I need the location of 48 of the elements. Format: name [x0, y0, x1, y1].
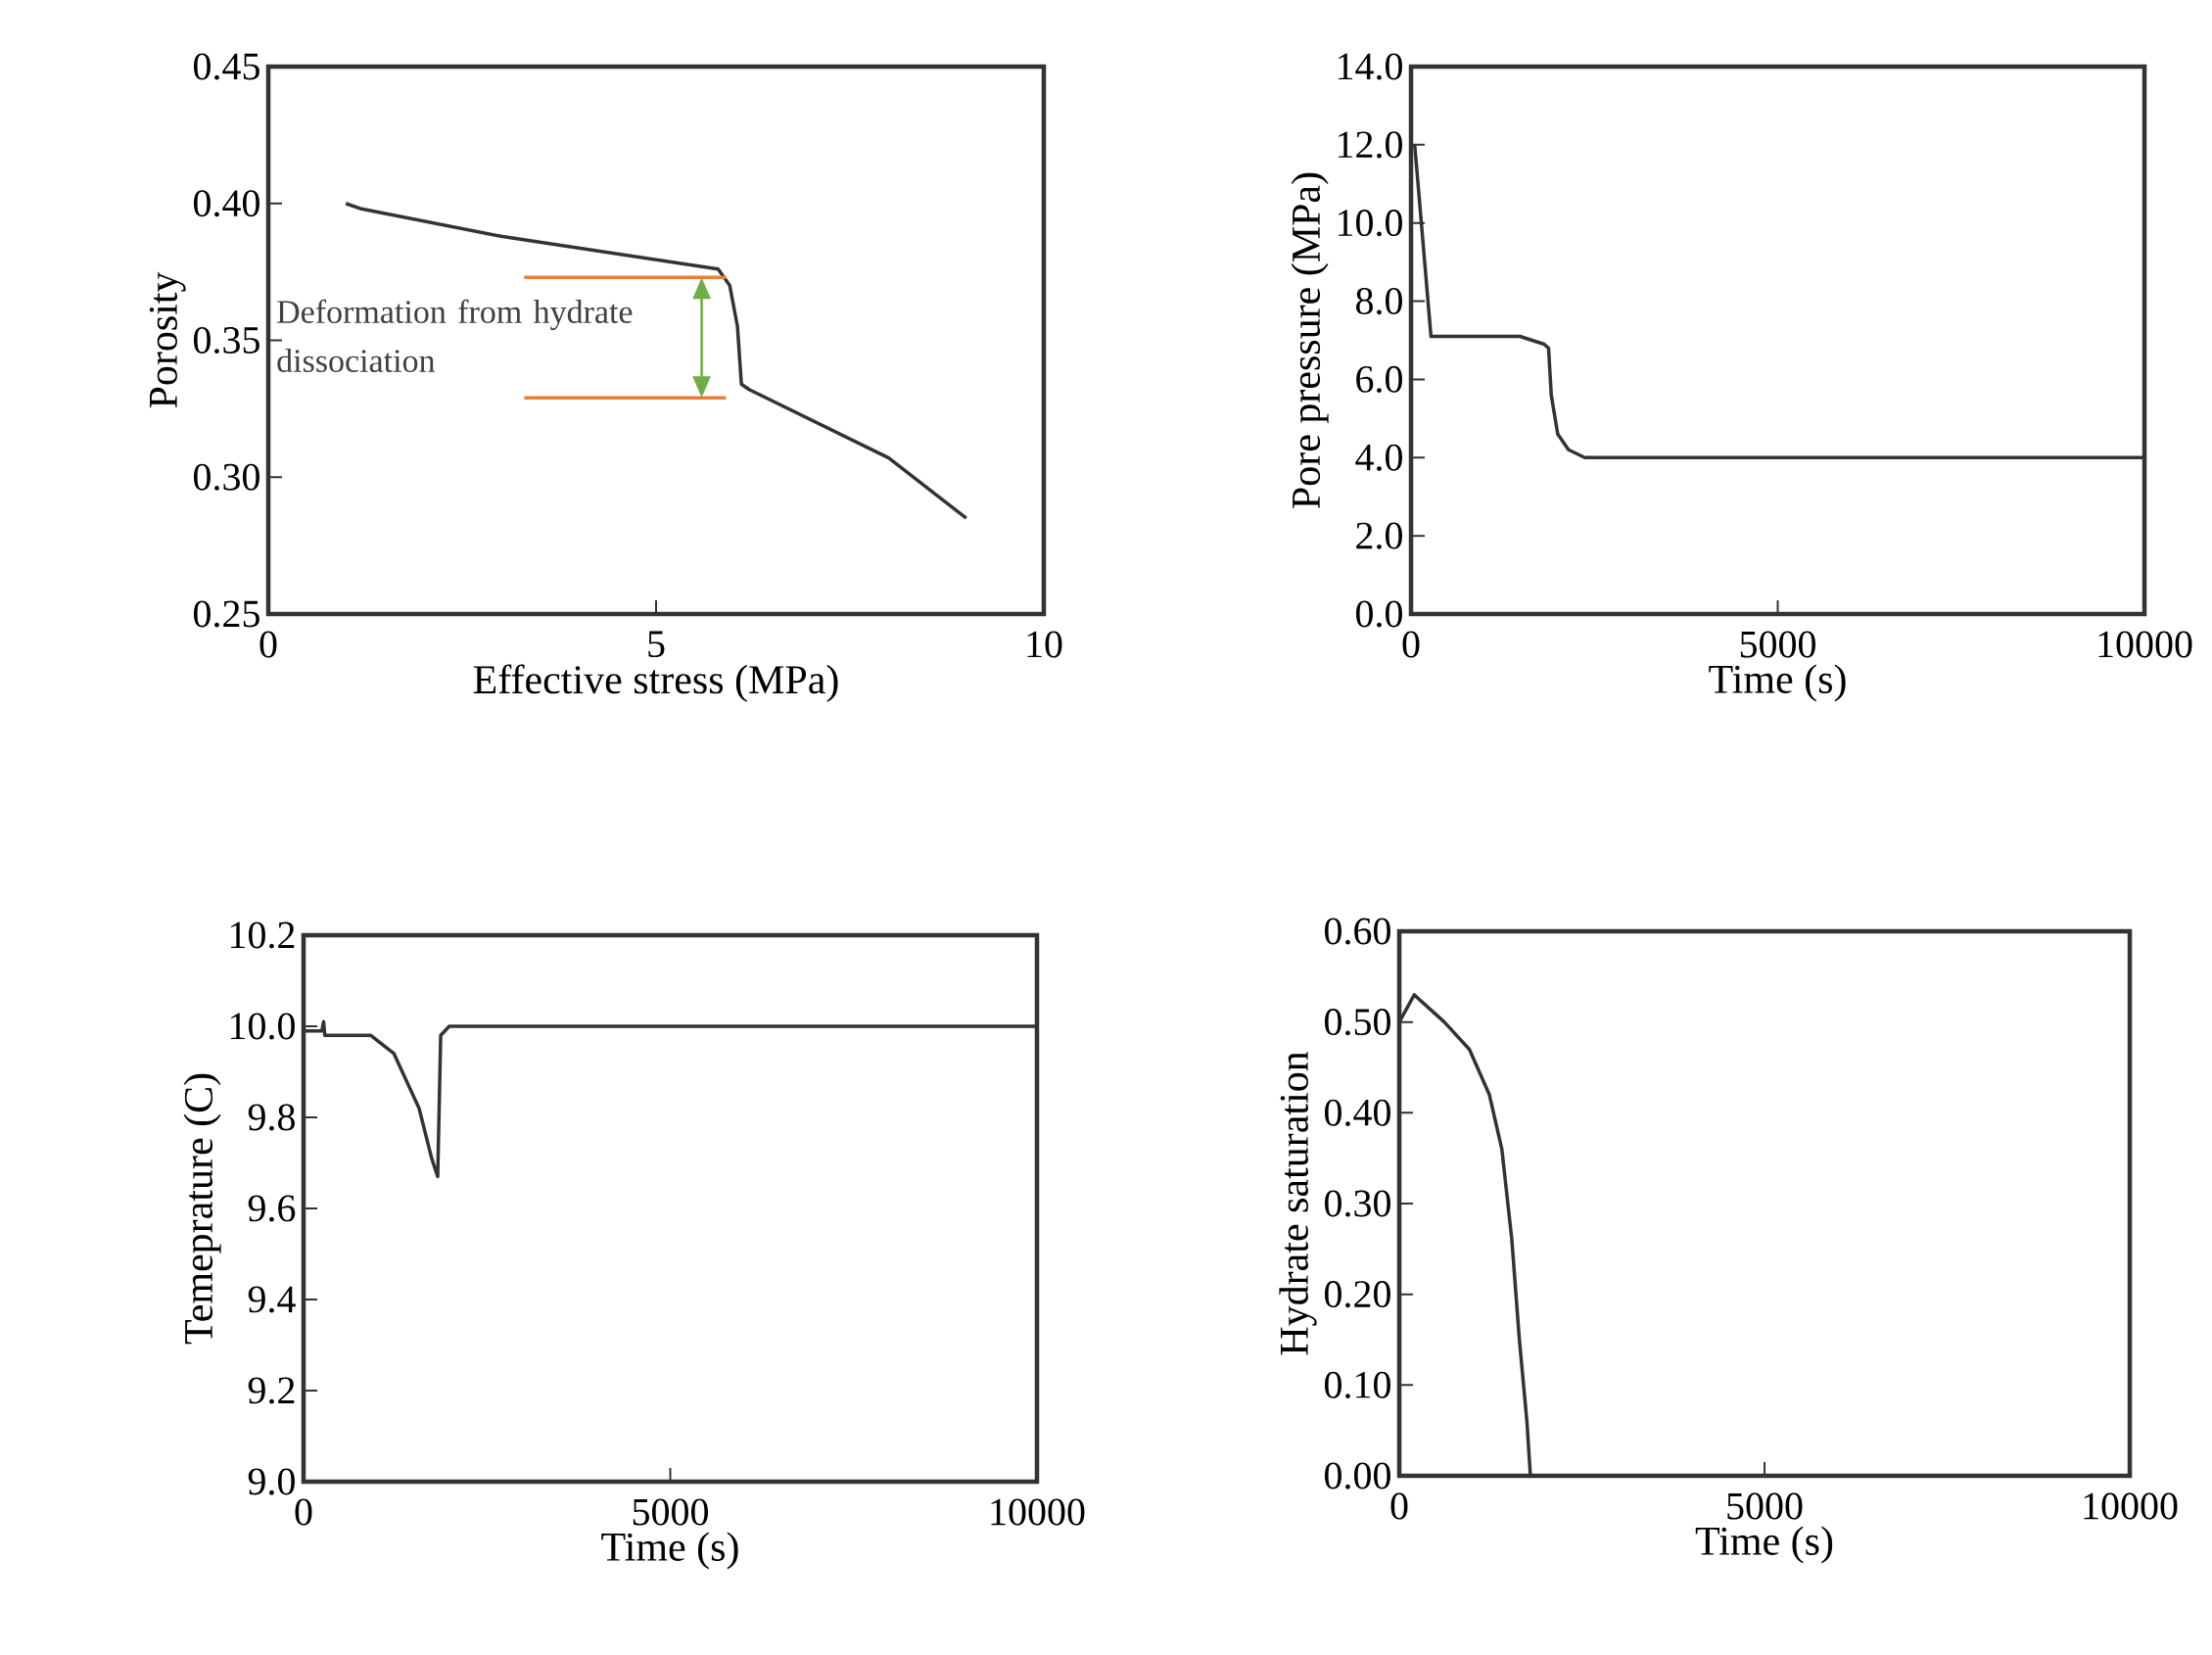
y-tick-label: 0.00 [1325, 1462, 1390, 1490]
x-tick-label: 0 [259, 631, 277, 658]
y-tick-label: 0.0 [1356, 600, 1402, 628]
y-tick-label: 10.2 [230, 922, 295, 949]
x-tick-label: 5 [648, 631, 665, 658]
y-tick-label: 0.45 [193, 53, 259, 80]
y-tick-label: 0.20 [1325, 1281, 1390, 1308]
y-tick-label: 0.25 [193, 600, 259, 628]
y-tick-label: 0.40 [1325, 1099, 1390, 1126]
x-axis-title: Time (s) [601, 1532, 738, 1570]
x-tick-label: 0 [1402, 631, 1420, 658]
y-tick-label: 9.0 [248, 1468, 295, 1495]
x-axis-title: Time (s) [1709, 664, 1846, 702]
y-tick-label: 2.0 [1356, 522, 1402, 549]
y-tick-label: 9.4 [248, 1286, 296, 1313]
y-tick-label: 0.60 [1325, 918, 1390, 945]
x-tick-label: 10000 [2098, 631, 2192, 658]
x-tick-label: 0 [1390, 1492, 1408, 1520]
y-tick-label: 0.30 [193, 463, 259, 491]
y-axis-title: Temeprature (C) [183, 1073, 221, 1345]
annotation: Deformation from hydrate dissociation [277, 299, 633, 373]
y-tick-label: 0.35 [193, 326, 259, 355]
y-tick-label: 9.8 [248, 1104, 295, 1131]
y-axis-title: Porosity [149, 271, 186, 408]
x-tick-label: 5000 [1740, 631, 1815, 658]
y-tick-label: 12.0 [1339, 131, 1402, 159]
y-axis-title: Hydrate saturation [1279, 1051, 1317, 1355]
y-tick-label: 9.6 [248, 1195, 296, 1222]
y-tick-label: 6.0 [1356, 365, 1402, 393]
y-tick-label: 0.50 [1325, 1009, 1390, 1036]
y-axis-title: Pore pressure (MPa) [1291, 172, 1329, 508]
y-tick-label: 9.2 [248, 1377, 295, 1404]
y-tick-label: 10.0 [230, 1013, 295, 1040]
x-axis-title: Time (s) [1695, 1526, 1833, 1564]
y-tick-label: 8.0 [1356, 287, 1402, 315]
y-tick-label: 14.0 [1339, 53, 1402, 80]
x-tick-label: 10000 [991, 1498, 1085, 1526]
x-tick-label: 10000 [2084, 1492, 2178, 1520]
x-tick-label: 5000 [1727, 1492, 1803, 1520]
y-tick-label: 0.40 [193, 190, 259, 217]
x-tick-label: 0 [295, 1498, 312, 1526]
y-tick-label: 10.0 [1339, 210, 1402, 237]
x-tick-label: 10 [1027, 631, 1062, 658]
y-tick-label: 0.30 [1325, 1190, 1390, 1217]
y-tick-label: 0.10 [1325, 1371, 1390, 1398]
x-axis-title: Effective stress (MPa) [473, 664, 838, 702]
x-tick-label: 5000 [633, 1498, 708, 1526]
y-tick-label: 4.0 [1355, 444, 1402, 471]
